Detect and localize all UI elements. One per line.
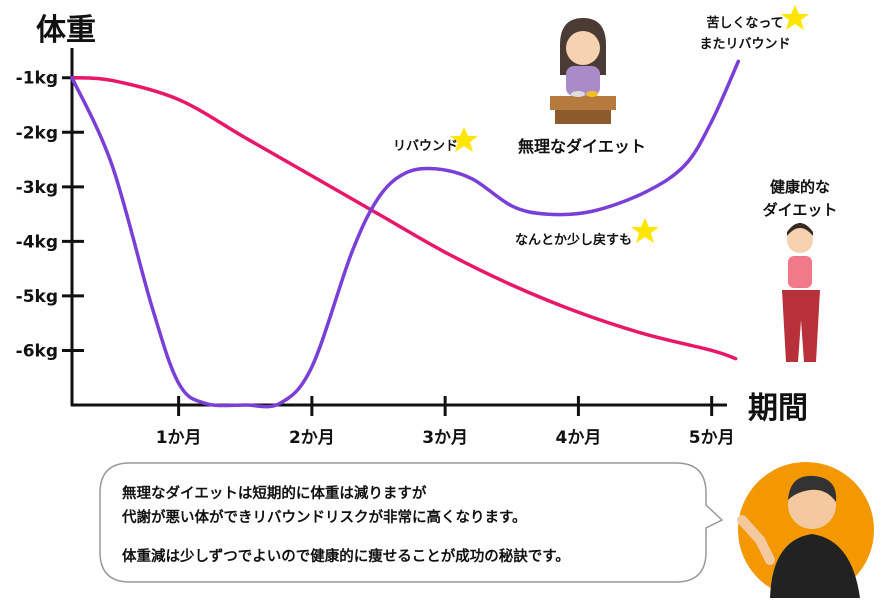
star (450, 127, 478, 152)
star (631, 218, 659, 243)
annotation: リバウンド (393, 139, 458, 154)
plot: -1kg -2kg -3kg -4kg -5kg -6kg 1か月 2か月 3か月 4か月 5か月 (16, 59, 741, 448)
bubble-text: 体重減は少しずつでよいので健康的に痩せることが成功の秘訣です。 (122, 547, 570, 565)
x-tick-label: 5か月 (689, 428, 735, 448)
y-tick-label: -6kg (16, 341, 58, 361)
chart-title: 体重 (36, 13, 96, 48)
annotation: 健康的な (770, 178, 830, 196)
y-tick-label: -4kg (16, 232, 58, 252)
annotation: 無理なダイエット (518, 137, 646, 156)
y-tick-label: -3kg (16, 178, 58, 198)
advisor-avatar (737, 462, 874, 598)
annotation: なんとか少し戻すも (515, 232, 632, 248)
healthy-woman-illustration (782, 223, 820, 362)
speech-bubble (99, 462, 724, 583)
x-tick-label: 4か月 (555, 428, 601, 448)
bubble-text: 無理なダイエットは短期的に体重は減りますが (122, 484, 427, 502)
y-tick-label: -1kg (16, 69, 58, 89)
line-series (70, 75, 738, 361)
x-tick-label: 2か月 (289, 428, 335, 448)
bubble-text: 代謝が悪い体ができリバウンドリスクが非常に高くなります。 (121, 508, 527, 526)
x-axis-label: 期間 (748, 391, 808, 426)
star (781, 5, 809, 30)
annotation: 苦しくなって (706, 15, 783, 31)
x-tick-label: 1か月 (156, 428, 202, 448)
x-tick-label: 3か月 (422, 428, 468, 448)
annotation: またリバウンド (699, 37, 790, 52)
dieting-woman-illustration (550, 18, 616, 124)
line-series (70, 59, 741, 409)
annotation: ダイエット (763, 201, 838, 219)
y-tick-label: -5kg (16, 287, 58, 307)
y-tick-label: -2kg (16, 123, 58, 143)
